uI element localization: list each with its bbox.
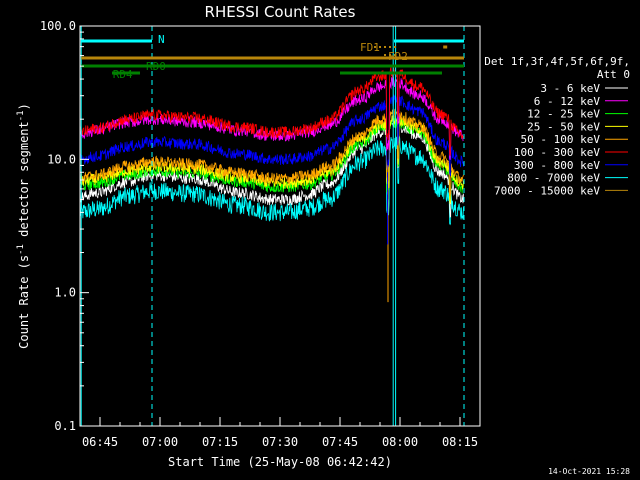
annotation-fd1: FD1 bbox=[360, 41, 380, 54]
series-line bbox=[79, 116, 464, 202]
y-tick-label: 10.0 bbox=[47, 152, 76, 166]
y-axis: 100.0 10.0 1.0 0.1 bbox=[40, 19, 89, 433]
legend: Det 1f,3f,4f,5f,6f,9f, Att 0 3 - 6 keV6 … bbox=[484, 55, 630, 197]
series-line bbox=[79, 108, 464, 197]
x-tick-label: 07:15 bbox=[202, 435, 238, 449]
legend-entry-label: 12 - 25 keV bbox=[527, 108, 600, 121]
chart-title: RHESSI Count Rates bbox=[205, 3, 356, 21]
plot-area: N FD1 FD2 RD0 RD4 bbox=[79, 26, 465, 426]
y-axis-label: Count Rate (s-1 detector segment-1) bbox=[16, 103, 31, 349]
footer-date: 14-Oct-2021 15:28 bbox=[548, 467, 630, 476]
x-axis: 06:45 07:00 07:15 07:30 07:45 08:00 08:15 bbox=[79, 417, 481, 449]
x-tick-label: 08:15 bbox=[442, 435, 478, 449]
x-tick-label: 06:45 bbox=[82, 435, 118, 449]
legend-entry-label: 3 - 6 keV bbox=[540, 82, 600, 95]
y-tick-label: 0.1 bbox=[54, 419, 76, 433]
legend-entry-label: 100 - 300 keV bbox=[514, 146, 600, 159]
x-tick-label: 07:30 bbox=[262, 435, 298, 449]
annotation-rd4: RD4 bbox=[113, 68, 133, 81]
legend-entry-label: 6 - 12 keV bbox=[534, 95, 601, 108]
annotation-n: N bbox=[158, 33, 165, 46]
legend-entry-label: 50 - 100 keV bbox=[521, 133, 601, 146]
legend-header-line-2: Att 0 bbox=[597, 68, 630, 81]
x-axis-label: Start Time (25-May-08 06:42:42) bbox=[168, 455, 392, 469]
annotation-fd2: FD2 bbox=[388, 50, 408, 63]
legend-entry-label: 300 - 800 keV bbox=[514, 159, 600, 172]
legend-entry-label: 7000 - 15000 keV bbox=[494, 184, 600, 197]
y-tick-label: 1.0 bbox=[54, 286, 76, 300]
x-tick-label: 07:00 bbox=[142, 435, 178, 449]
legend-entry-label: 800 - 7000 keV bbox=[507, 172, 600, 185]
x-tick-label: 07:45 bbox=[322, 435, 358, 449]
series-line bbox=[79, 94, 464, 177]
legend-header-line-1: Det 1f,3f,4f,5f,6f,9f, bbox=[484, 55, 630, 68]
y-tick-label: 100.0 bbox=[40, 19, 76, 33]
x-tick-label: 08:00 bbox=[382, 435, 418, 449]
legend-entry-label: 25 - 50 keV bbox=[527, 120, 600, 133]
annotation-rd0: RD0 bbox=[146, 60, 166, 73]
series-line bbox=[79, 135, 464, 226]
series-line bbox=[79, 76, 464, 160]
